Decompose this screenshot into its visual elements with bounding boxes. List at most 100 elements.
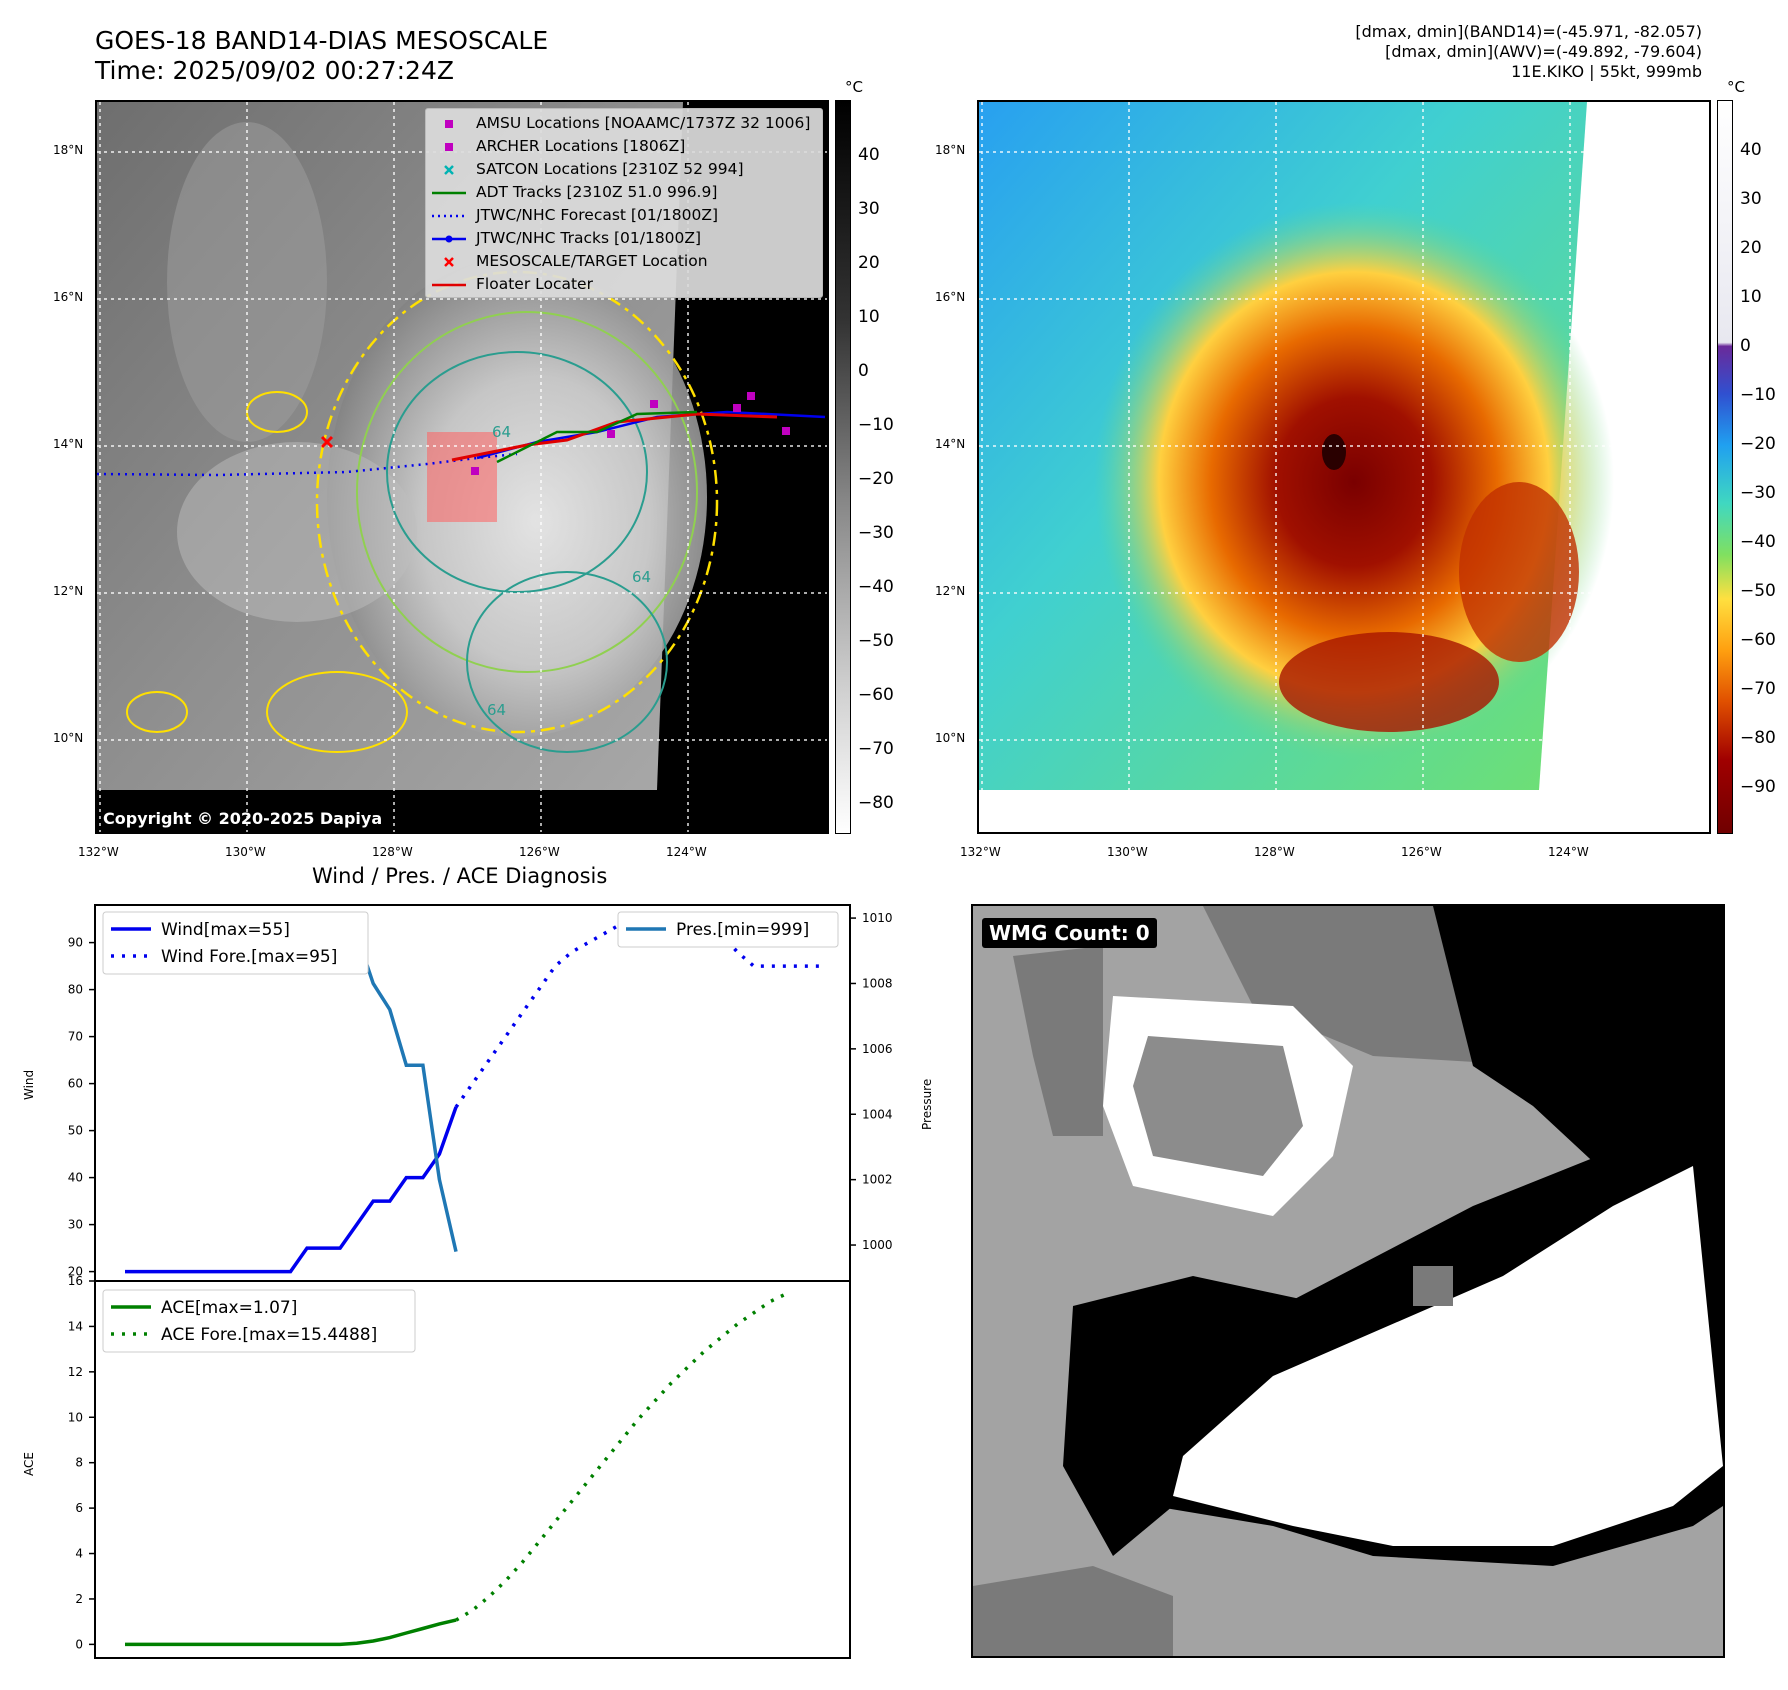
y-tick-label: 50 (68, 1124, 83, 1138)
y-tick-label: 4 (75, 1547, 83, 1561)
legend-label: ACE Fore.[max=15.4488] (161, 1325, 377, 1345)
title-line-time: Time: 2025/09/02 00:27:24Z (95, 56, 454, 85)
color-colorbar-tick: 30 (1740, 189, 1762, 209)
info-band14-range: [dmax, dmin](BAND14)=(-45.971, -82.057) (1355, 22, 1702, 41)
y-tick-label: 8 (75, 1456, 83, 1470)
color-colorbar-unit: °C (1727, 78, 1745, 96)
ir-colorbar-tick: 0 (858, 361, 869, 381)
color-colorbar (1717, 100, 1733, 834)
color-colorbar-tick: −50 (1740, 581, 1776, 601)
y-tick-label: 2 (75, 1592, 83, 1606)
ir-lon-label: 128°W (372, 845, 413, 859)
ir-colorbar-tick: 20 (858, 253, 880, 273)
amsu-marker-icon (432, 113, 466, 135)
adt-line-icon (432, 182, 466, 204)
legend-label: Wind[max=55] (161, 920, 290, 940)
ir-copyright: Copyright © 2020-2025 Dapiya (103, 809, 382, 828)
color-colorbar-tick: −90 (1740, 777, 1776, 797)
y-tick-label: 0 (75, 1637, 83, 1651)
y-tick-label: 30 (68, 1218, 83, 1232)
diagnosis-chart-svg: 2030405060708090100010021004100610081010… (68, 904, 893, 1659)
series-line (125, 1106, 458, 1274)
info-awv-range: [dmax, dmin](AWV)=(-49.892, -79.604) (1385, 42, 1702, 61)
color-lat-label: 18°N (935, 143, 966, 157)
ir-colorbar-tick: −80 (858, 793, 894, 813)
y-tick-label: 6 (75, 1501, 83, 1515)
ir-colorbar-tick: −50 (858, 631, 894, 651)
wind-axis-label: Wind (22, 1069, 36, 1100)
title-line-product: GOES-18 BAND14-DIAS MESOSCALE (95, 26, 549, 55)
y-tick-label: 60 (68, 1077, 83, 1091)
series-line (125, 1618, 457, 1647)
y-right-tick-label: 1000 (862, 1238, 893, 1252)
ir-lat-label: 10°N (53, 731, 84, 745)
wmg-count-badge: WMG Count: 0 (982, 918, 1157, 948)
y-right-tick-label: 1006 (862, 1042, 893, 1056)
legend-label: Pres.[min=999] (676, 920, 809, 940)
color-colorbar-tick: 40 (1740, 140, 1762, 160)
y-tick-label: 14 (68, 1319, 83, 1333)
color-lon-label: 132°W (960, 845, 1001, 859)
color-lat-label: 10°N (935, 731, 966, 745)
plot-frame (94, 1280, 851, 1659)
y-tick-label: 80 (68, 983, 83, 997)
color-colorbar-tick: 10 (1740, 287, 1762, 307)
info-storm: 11E.KIKO | 55kt, 999mb (1511, 62, 1702, 81)
contour-label: 64 (492, 423, 511, 441)
ir-map-panel: 64 64 64 Copyright © 2020-2025 Dapiya AM… (95, 100, 829, 834)
chart-legend-box (102, 1289, 416, 1353)
diagnosis-chart-title: Wind / Pres. / ACE Diagnosis (312, 864, 608, 888)
ace-axis-label: ACE (22, 1452, 36, 1476)
color-colorbar-tick: −80 (1740, 728, 1776, 748)
y-tick-label: 16 (68, 1274, 83, 1288)
color-colorbar-tick: −30 (1740, 483, 1776, 503)
ir-colorbar-tick: 30 (858, 199, 880, 219)
ir-lon-label: 126°W (519, 845, 560, 859)
color-colorbar-tick: −20 (1740, 434, 1776, 454)
legend-label: ACE[max=1.07] (161, 1298, 297, 1318)
color-lat-label: 14°N (935, 437, 966, 451)
color-colorbar-tick: −70 (1740, 679, 1776, 699)
ir-colorbar (835, 100, 851, 834)
color-colorbar-tick: −60 (1740, 630, 1776, 650)
color-colorbar-tick: −10 (1740, 385, 1776, 405)
color-lon-label: 126°W (1401, 845, 1442, 859)
series-line (455, 1291, 788, 1622)
chart-legend-box (102, 911, 369, 975)
y-tick-label: 10 (68, 1410, 83, 1424)
color-enhanced-map-panel (977, 100, 1711, 834)
ir-lon-label: 124°W (666, 845, 707, 859)
target-x-icon (432, 251, 466, 273)
intensity-info: [dmax, dmin](BAND14)=(-45.971, -82.057) … (1355, 22, 1702, 82)
ir-lon-label: 132°W (78, 845, 119, 859)
y-right-tick-label: 1002 (862, 1173, 893, 1187)
y-right-tick-label: 1004 (862, 1107, 893, 1121)
ir-colorbar-tick: −30 (858, 523, 894, 543)
color-enhanced-map-image (979, 102, 1709, 832)
ir-colorbar-tick: −10 (858, 415, 894, 435)
ir-lat-label: 16°N (53, 290, 84, 304)
contour-label: 64 (632, 568, 651, 586)
figure-title: GOES-18 BAND14-DIAS MESOSCALE Time: 2025… (95, 26, 548, 86)
ir-lat-label: 12°N (53, 584, 84, 598)
ir-colorbar-tick: 40 (858, 145, 880, 165)
contour-label: 64 (487, 701, 506, 719)
ir-colorbar-unit: °C (845, 78, 863, 96)
satcon-x-icon (432, 159, 466, 181)
ir-lat-label: 14°N (53, 437, 84, 451)
wmg-image (973, 906, 1723, 1656)
y-tick-label: 20 (68, 1265, 83, 1279)
ir-lat-label: 18°N (53, 143, 84, 157)
ir-colorbar-tick: −60 (858, 685, 894, 705)
legend-label: Wind Fore.[max=95] (161, 947, 337, 967)
ir-colorbar-tick: −20 (858, 469, 894, 489)
wmg-panel (971, 904, 1725, 1658)
forecast-dotted-line-icon (432, 205, 466, 227)
color-lon-label: 130°W (1107, 845, 1148, 859)
chart-legend-box (617, 911, 839, 948)
color-lat-label: 12°N (935, 584, 966, 598)
ir-colorbar-tick: 10 (858, 307, 880, 327)
archer-marker-icon (432, 136, 466, 158)
floater-line-icon (432, 274, 466, 296)
y-right-tick-label: 1010 (862, 911, 893, 925)
